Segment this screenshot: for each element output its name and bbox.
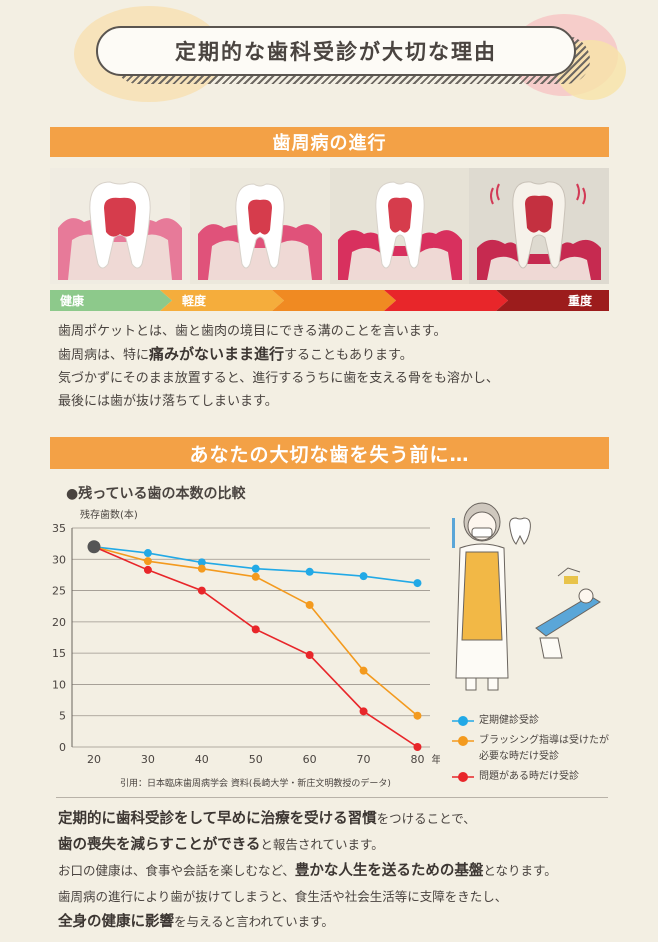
dental-hygienist-illustration bbox=[452, 502, 601, 691]
y-tick-label: 35 bbox=[52, 522, 66, 535]
data-point bbox=[413, 711, 422, 720]
y-tick-label: 15 bbox=[52, 647, 66, 660]
data-point bbox=[251, 572, 260, 581]
emphasis-text: 痛みがないまま進行 bbox=[149, 345, 285, 363]
progress-segment-1 bbox=[50, 290, 172, 311]
data-point bbox=[305, 600, 314, 609]
emphasis-text: 全身の健康に影響 bbox=[58, 914, 174, 930]
checkup-importance-text: 定期的に歯科受診をして早めに治療を受ける習慣をつけることで、 歯の喪失を減らすこ… bbox=[58, 806, 633, 935]
progress-segment-5 bbox=[496, 290, 609, 311]
data-point bbox=[197, 558, 206, 567]
importance-line: お口の健康は、食事や会話を楽しむなど、豊かな人生を送るための基盤となります。 bbox=[58, 863, 557, 879]
x-axis-label: 年齢(才) bbox=[431, 753, 440, 766]
emphasis-text: 豊かな人生を送るための基盤 bbox=[294, 863, 484, 879]
progression-bar: 健康 軽度 重度 bbox=[50, 290, 609, 311]
section-divider bbox=[56, 797, 608, 798]
stage-label-mild: 軽度 bbox=[182, 294, 207, 308]
importance-line: 歯周病の進行により歯が抜けてしまうと、食生活や社会生活等に支障をきたし、 bbox=[58, 889, 508, 904]
data-point bbox=[359, 572, 368, 581]
section-heading-progression: 歯周病の進行 bbox=[50, 127, 609, 157]
data-point bbox=[305, 567, 314, 576]
y-tick-label: 30 bbox=[52, 553, 66, 566]
y-tick-label: 20 bbox=[52, 616, 66, 629]
data-point bbox=[143, 557, 152, 566]
importance-line: 歯の喪失を減らすことができると報告されています。 bbox=[58, 837, 384, 853]
y-tick-label: 10 bbox=[52, 678, 66, 691]
stage-label-healthy: 健康 bbox=[60, 294, 85, 308]
y-tick-label: 0 bbox=[59, 741, 66, 754]
chart-title: ●残っている歯の本数の比較 bbox=[66, 486, 246, 502]
page-title: 定期的な歯科受診が大切な理由 bbox=[96, 26, 576, 76]
progress-segment-3 bbox=[272, 290, 396, 311]
x-tick-label: 30 bbox=[141, 753, 155, 766]
data-point bbox=[143, 565, 152, 574]
tooth-stage-moderate bbox=[329, 168, 470, 284]
remaining-teeth-line-chart: 0 5 10 15 20 25 30 35 20 30 40 50 60 70 80 年齢(才) bbox=[52, 522, 440, 766]
emphasis-text: 定期的に歯科受診をして早めに治療を受ける習慣 bbox=[58, 811, 377, 827]
progress-segment-4 bbox=[384, 290, 508, 311]
description-line: 歯周ポケットとは、歯と歯肉の境目にできる溝のことを言います。 bbox=[58, 324, 447, 339]
data-point bbox=[197, 586, 206, 595]
importance-line: 全身の健康に影響を与えると言われています。 bbox=[58, 914, 334, 930]
periodontal-description: 歯周ポケットとは、歯と歯肉の境目にできる溝のことを言います。 歯周病は、特に痛み… bbox=[58, 320, 618, 413]
x-tick-label: 80 bbox=[410, 753, 424, 766]
data-point bbox=[359, 666, 368, 675]
importance-line: 定期的に歯科受診をして早めに治療を受ける習慣をつけることで、 bbox=[58, 811, 476, 827]
data-point bbox=[305, 651, 314, 660]
description-line: 最後には歯が抜け落ちてしまいます。 bbox=[58, 394, 278, 409]
section-heading-before-losing-teeth: あなたの大切な歯を失う前に… bbox=[50, 437, 609, 469]
tooth-stage-healthy bbox=[50, 168, 190, 284]
data-point bbox=[143, 549, 152, 558]
description-line: 歯周病は、特に痛みがないまま進行することもあります。 bbox=[58, 345, 413, 363]
x-tick-label: 20 bbox=[87, 753, 101, 766]
stage-label-severe: 重度 bbox=[568, 294, 593, 308]
emphasis-text: 歯の喪失を減らすことができる bbox=[58, 837, 261, 853]
data-point-start bbox=[87, 540, 101, 554]
chart-y-axis-label: 残存歯数(本) bbox=[80, 510, 138, 521]
y-tick-label: 5 bbox=[59, 710, 66, 723]
x-tick-label: 70 bbox=[357, 753, 371, 766]
x-tick-label: 60 bbox=[303, 753, 317, 766]
data-point bbox=[413, 743, 422, 751]
y-tick-label: 25 bbox=[52, 585, 66, 598]
data-point bbox=[251, 625, 260, 634]
data-point bbox=[251, 564, 260, 573]
data-point bbox=[359, 707, 368, 716]
chart-source-citation: 引用：日本臨床歯周病学会 資料(長崎大学・新庄文明教授のデータ) bbox=[120, 779, 391, 789]
title-banner: 定期的な歯科受診が大切な理由 bbox=[96, 22, 590, 84]
data-point bbox=[413, 579, 422, 588]
progress-segment-2 bbox=[160, 290, 284, 311]
tooth-stage-mild bbox=[189, 168, 330, 284]
tooth-stage-illustrations bbox=[50, 168, 609, 284]
data-point bbox=[197, 564, 206, 573]
x-tick-label: 50 bbox=[249, 753, 263, 766]
x-tick-label: 40 bbox=[195, 753, 209, 766]
tooth-stage-severe bbox=[469, 168, 609, 284]
description-line: 気づかずにそのまま放置すると、進行するうちに歯を支える骨をも溶かし、 bbox=[58, 371, 499, 386]
